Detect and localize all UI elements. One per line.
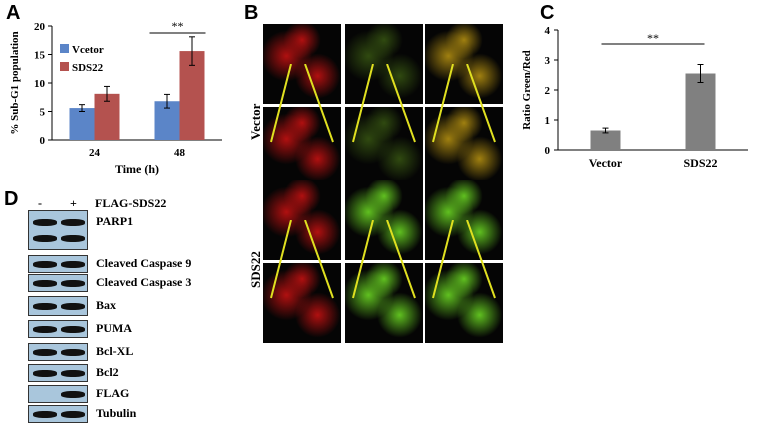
row-label-vector: Vector (248, 103, 263, 140)
bar (179, 51, 205, 140)
lane-plus: + (70, 196, 77, 210)
y-tick-label: 15 (34, 50, 46, 62)
panel-letter-a: A (6, 2, 21, 24)
legend-label: SDS22 (72, 62, 104, 74)
y-tick-label: 3 (545, 55, 551, 67)
blot-band (61, 349, 85, 356)
x-tick-label: 24 (89, 147, 101, 159)
y-tick-label: 0 (545, 145, 551, 157)
blot-band (61, 326, 85, 333)
blot-band (33, 349, 57, 356)
blot-strip (28, 320, 88, 338)
microscopy-image (425, 107, 503, 187)
panel-letter-d: D (4, 188, 19, 210)
x-tick-label: Vector (589, 156, 623, 170)
zoom-line (386, 220, 416, 299)
blot-label: FLAG (96, 386, 130, 400)
y-tick-label: 1 (545, 115, 551, 127)
blot-label: Bcl2 (96, 365, 119, 379)
microscopy-image (263, 24, 341, 104)
significance-mark: ** (172, 19, 184, 33)
y-tick-label: 2 (545, 85, 551, 97)
blot-label: PARP1 (96, 214, 134, 228)
blot-band (61, 411, 85, 418)
zoom-lines (270, 220, 496, 299)
sub-g1-bar-chart: 0 5 10 15 20 24 48 Time (h) % Sub-G1 population V… (9, 19, 222, 176)
blot-strip (28, 296, 88, 316)
zoom-line (304, 64, 334, 143)
zoom-lines (270, 64, 496, 143)
blot-band (61, 370, 85, 377)
blot-band (33, 280, 57, 287)
x-tick-label: SDS22 (683, 156, 717, 170)
blot-label: Bax (96, 298, 117, 312)
ratio-bar-chart: 0 1 2 3 4 Vector SDS22 Ratio Green/Red ** (521, 25, 748, 170)
zoom-line (466, 220, 496, 299)
blot-band (33, 370, 57, 377)
blot-strip (28, 364, 88, 382)
blot-band (33, 235, 57, 242)
bar (69, 108, 95, 140)
blot-band (61, 303, 85, 310)
zoom-line (432, 220, 454, 299)
blot-strip (28, 255, 88, 273)
y-tick-label: 20 (34, 21, 46, 33)
microscopy-image (425, 24, 503, 104)
y-tick-label: 10 (34, 78, 46, 90)
blot-strip (28, 343, 88, 361)
blot-strip (28, 385, 88, 403)
microscopy-image (425, 180, 503, 260)
blot-label: PUMA (96, 321, 132, 335)
blot-band (33, 411, 57, 418)
legend-swatch (60, 44, 69, 53)
zoom-line (386, 64, 416, 143)
blot-strip (28, 274, 88, 292)
zoom-line (352, 220, 374, 299)
blot-band (61, 235, 85, 242)
blot-band (61, 391, 85, 398)
blot-band (61, 261, 85, 268)
y-tick-label: 4 (545, 25, 551, 37)
blot-header: FLAG-SDS22 (95, 196, 167, 210)
legend-label: Vcetor (72, 44, 104, 56)
blot-label: Cleaved Caspase 3 (96, 275, 192, 289)
significance-mark: ** (647, 31, 659, 45)
blot-band (33, 326, 57, 333)
microscopy-image (345, 24, 423, 104)
row-label-sds22: SDS22 (248, 251, 263, 288)
blot-band (33, 261, 57, 268)
blot-strip (28, 405, 88, 423)
zoom-line (270, 64, 292, 143)
zoom-line (352, 64, 374, 143)
blot-label: Tubulin (96, 406, 137, 420)
y-tick-label: 5 (40, 107, 46, 119)
y-tick-label: 0 (40, 135, 46, 147)
panel-letter-c: C (540, 2, 555, 24)
bar (685, 73, 716, 150)
legend-swatch (60, 62, 69, 71)
blot-band (33, 303, 57, 310)
lane-minus: - (38, 196, 42, 210)
bar (590, 130, 621, 150)
blot-label: Cleaved Caspase 9 (96, 256, 192, 270)
zoom-line (270, 220, 292, 299)
microscopy-image (345, 107, 423, 187)
blot-band (33, 219, 57, 226)
blot-band (61, 219, 85, 226)
panel-letter-b: B (244, 2, 259, 24)
blot-strip (28, 210, 88, 250)
x-axis-label: Time (h) (115, 162, 159, 176)
microscopy-image (345, 180, 423, 260)
zoom-line (466, 64, 496, 143)
y-axis-label: % Sub-G1 population (9, 31, 21, 134)
zoom-line (304, 220, 334, 299)
microscopy-image (263, 180, 341, 260)
blot-band (61, 280, 85, 287)
zoom-line (432, 64, 454, 143)
blot-label: Bcl-XL (96, 344, 134, 358)
x-tick-label: 48 (174, 147, 186, 159)
y-axis-label: Ratio Green/Red (521, 50, 533, 130)
